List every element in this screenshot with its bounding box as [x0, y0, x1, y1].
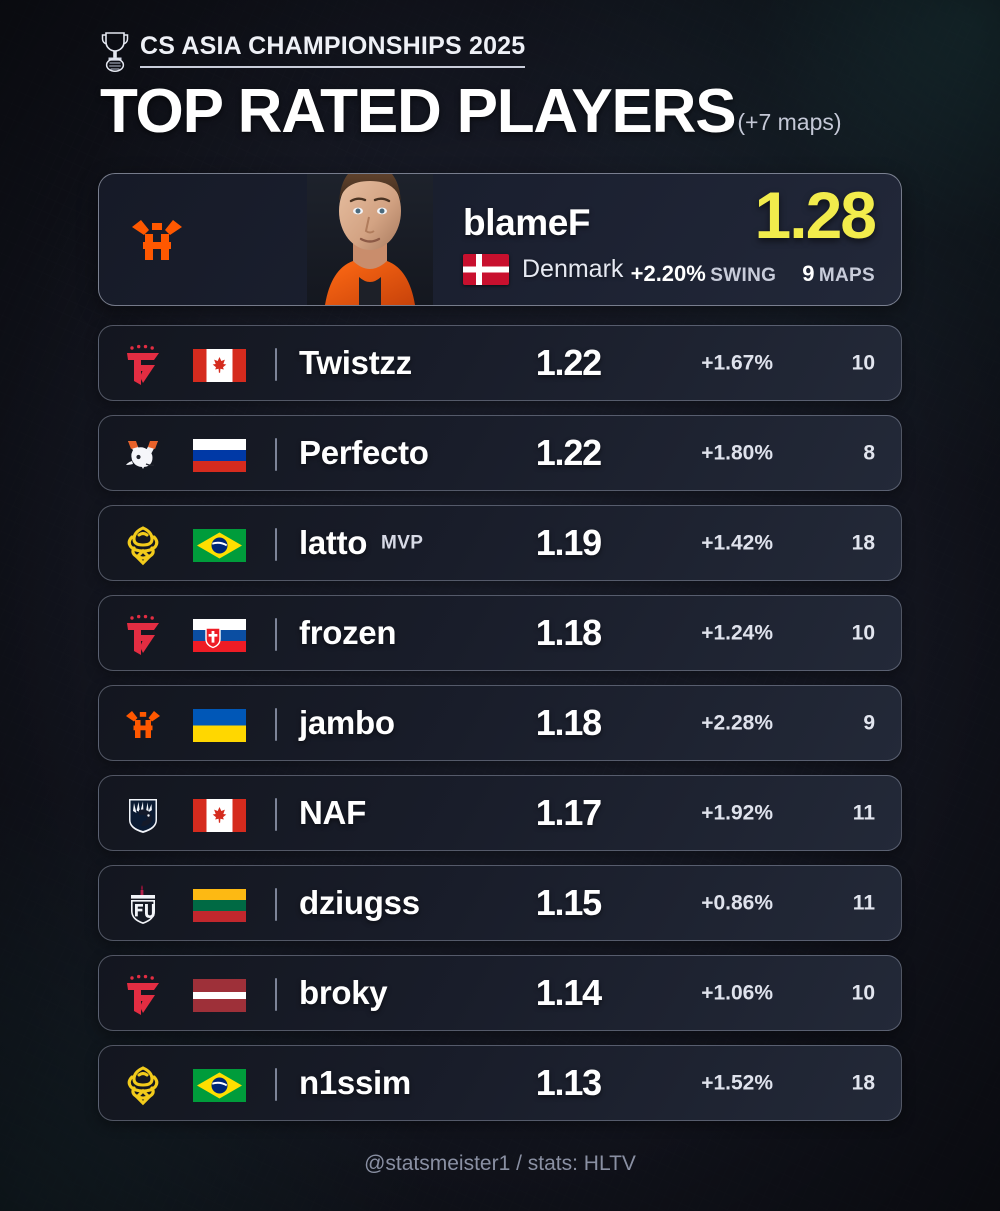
row-divider [275, 888, 277, 921]
swing-value: +1.67% [701, 351, 773, 375]
flag-denmark-icon [463, 254, 509, 285]
swing-value: +1.52% [701, 1071, 773, 1095]
rating-value: 1.19 [535, 522, 602, 563]
player-row[interactable]: broky 1.14 +1.06% 10 [98, 955, 902, 1031]
player-name: frozen [299, 614, 397, 651]
featured-country-row: Denmark [463, 254, 623, 285]
rating-value: 1.18 [535, 612, 602, 653]
player-row[interactable]: NAF 1.17 +1.92% 11 [98, 775, 902, 851]
footer-credit: @statsmeister1 / stats: HLTV [364, 1152, 636, 1175]
flag-brazil-icon [193, 529, 246, 562]
rating-value: 1.18 [535, 702, 602, 743]
flag-ukraine-icon [193, 709, 246, 742]
maps-value: 10 [851, 621, 875, 645]
mvp-badge: MVP [381, 532, 424, 554]
featured-maps-group: 9 MAPS [802, 261, 875, 287]
flag-latvia-icon [193, 979, 246, 1012]
featured-sub-stats: +2.20% SWING 9 MAPS [631, 261, 875, 287]
rating-value: 1.22 [535, 342, 602, 383]
row-divider [275, 798, 277, 831]
row-divider [275, 708, 277, 741]
flag-lithuania-icon [193, 889, 246, 922]
player-row[interactable]: latto MVP 1.19 +1.42% 18 [98, 505, 902, 581]
player-name: Perfecto [299, 434, 429, 471]
row-divider [275, 438, 277, 471]
player-row[interactable]: jambo 1.18 +2.28% 9 [98, 685, 902, 761]
maps-value: 8 [863, 441, 875, 465]
featured-player-name: blameF [463, 202, 591, 243]
swing-value: +0.86% [701, 891, 773, 915]
row-divider [275, 1068, 277, 1101]
player-name: dziugss [299, 884, 420, 921]
fnatic-logo-icon [119, 700, 167, 748]
trophy-icon [101, 32, 129, 72]
featured-maps-label: MAPS [818, 265, 875, 286]
flag-russia-icon [193, 439, 246, 472]
page-title: TOP RATED PLAYERS [100, 77, 737, 146]
player-row[interactable]: Perfecto 1.22 +1.80% 8 [98, 415, 902, 491]
featured-swing-value: +2.20% [630, 261, 706, 286]
event-name: CS ASIA CHAMPIONSHIPS 2025 [140, 32, 526, 68]
player-name: n1ssim [299, 1064, 411, 1101]
swing-value: +1.92% [701, 801, 773, 825]
mongolz-logo-icon [119, 520, 167, 568]
player-row[interactable]: dziugss 1.15 +0.86% 11 [98, 865, 902, 941]
row-divider [275, 618, 277, 651]
featured-rating-value: 1.28 [754, 178, 877, 252]
player-portrait [307, 174, 433, 305]
featured-card-clip: blameF Denmark 1.28 +2.20% SWING 9 MAPS [99, 174, 901, 305]
faze-logo-icon [119, 340, 167, 388]
player-name: NAF [299, 794, 366, 831]
row-divider [275, 978, 277, 1011]
event-line: CS ASIA CHAMPIONSHIPS 2025 [100, 28, 842, 72]
player-name: broky [299, 974, 388, 1011]
player-row[interactable]: frozen 1.18 +1.24% 10 [98, 595, 902, 671]
flyquest-logo-icon [119, 880, 167, 928]
player-row[interactable]: n1ssim 1.13 +1.52% 18 [98, 1045, 902, 1121]
row-divider [275, 528, 277, 561]
flag-canada-icon [193, 799, 246, 832]
virtuspro-logo-icon [119, 430, 167, 478]
maps-value: 11 [852, 801, 875, 825]
maps-value: 9 [863, 711, 875, 735]
player-name: latto [299, 524, 368, 561]
liquid-logo-icon [119, 790, 167, 838]
swing-value: +1.24% [701, 621, 773, 645]
header: CS ASIA CHAMPIONSHIPS 2025 TOP RATED PLA… [100, 28, 842, 146]
flag-slovakia-icon [193, 619, 246, 652]
mongolz-logo-icon [119, 1060, 167, 1108]
rating-value: 1.13 [535, 1062, 602, 1103]
maps-value: 10 [851, 351, 875, 375]
faze-logo-icon [119, 970, 167, 1018]
swing-value: +1.42% [701, 531, 773, 555]
maps-value: 18 [851, 531, 875, 555]
row-divider [275, 348, 277, 381]
rating-value: 1.22 [535, 432, 602, 473]
flag-canada-icon [193, 349, 246, 382]
maps-note: (+7 maps) [737, 109, 842, 136]
featured-maps-value: 9 [802, 261, 815, 286]
fnatic-logo-icon [132, 220, 182, 260]
swing-value: +2.28% [701, 711, 773, 735]
player-name: Twistzz [299, 344, 412, 381]
maps-value: 11 [852, 891, 875, 915]
title-line: TOP RATED PLAYERS (+7 maps) [100, 77, 842, 146]
rating-value: 1.17 [535, 792, 602, 833]
player-name: jambo [299, 704, 395, 741]
featured-player-card[interactable]: blameF Denmark 1.28 +2.20% SWING 9 MAPS [98, 173, 902, 306]
swing-value: +1.06% [701, 981, 773, 1005]
featured-swing-group: +2.20% SWING [631, 261, 777, 287]
maps-value: 18 [851, 1071, 875, 1095]
featured-country-name: Denmark [522, 255, 624, 283]
player-row[interactable]: Twistzz 1.22 +1.67% 10 [98, 325, 902, 401]
rating-value: 1.15 [535, 882, 602, 923]
rating-value: 1.14 [535, 972, 602, 1013]
flag-brazil-icon [193, 1069, 246, 1102]
maps-value: 10 [851, 981, 875, 1005]
swing-value: +1.80% [701, 441, 773, 465]
featured-swing-label: SWING [710, 265, 777, 286]
faze-logo-icon [119, 610, 167, 658]
